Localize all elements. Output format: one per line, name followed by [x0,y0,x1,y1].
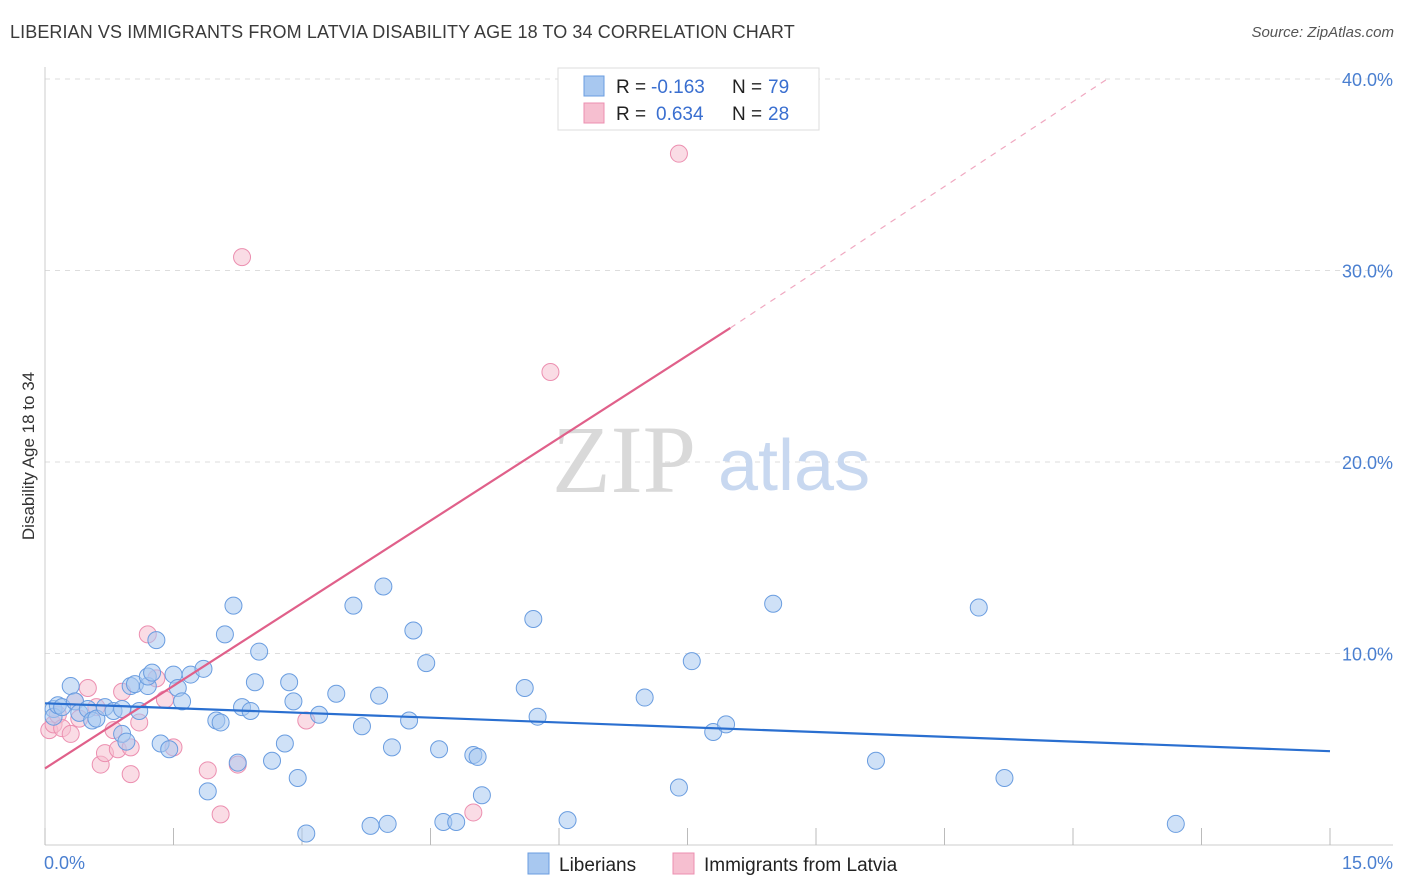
point-liberians [430,740,449,759]
trend-line-latvia [44,327,731,770]
x-tick-label-max: 15.0% [1342,853,1393,873]
point-liberians [198,782,217,801]
point-liberians [297,824,316,843]
point-liberians [245,673,264,692]
point-liberians [117,732,136,751]
legend-swatch-liberians [583,75,605,97]
trend-line-latvia-extension [730,78,1108,329]
chart-title: LIBERIAN VS IMMIGRANTS FROM LATVIA DISAB… [10,22,795,42]
point-liberians [327,684,346,703]
point-latvia [464,803,483,822]
point-liberians [417,654,436,673]
correlation-legend: R = -0.163 N = 79 R = 0.634 N = 28 [557,67,820,131]
point-liberians [284,692,303,711]
legend-n-label-2: N = [732,104,762,125]
series-liberians-points [44,577,1185,843]
y-tick-label-40: 40.0% [1342,70,1393,90]
point-liberians [211,713,230,732]
point-liberians [468,747,487,766]
point-liberians [524,610,543,629]
point-liberians [275,734,294,753]
point-liberians [61,677,80,696]
point-liberians [635,688,654,707]
point-liberians [969,598,988,617]
y-tick-labels: 10.0% 20.0% 30.0% 40.0% [1342,70,1393,665]
point-liberians [224,596,243,615]
legend-bottom-swatch-latvia [672,852,695,875]
point-liberians [447,813,466,832]
point-liberians [288,768,307,787]
point-liberians [717,715,736,734]
point-liberians [866,751,885,770]
point-liberians [215,625,234,644]
point-liberians [400,711,419,730]
point-liberians [682,652,701,671]
legend-r-label-2: R = [616,104,646,125]
legend-r-label-1: R = [616,77,646,98]
trend-line-liberians [44,702,1331,753]
point-liberians [361,816,380,835]
point-liberians [160,740,179,759]
point-liberians [280,673,299,692]
point-liberians [263,751,282,770]
point-latvia [78,678,97,697]
series-legend: Liberians Immigrants from Latvia [527,852,898,876]
point-liberians [147,631,166,650]
point-liberians [558,811,577,830]
legend-r-value-1: -0.163 [651,77,705,98]
point-liberians [374,577,393,596]
y-tick-label-30: 30.0% [1342,262,1393,282]
point-latvia [121,765,140,784]
point-liberians [404,621,423,640]
trend-lines [44,78,1331,770]
point-liberians [228,753,247,772]
legend-r-value-2: 0.634 [656,104,704,125]
point-liberians [173,692,192,711]
point-liberians [378,814,397,833]
legend-bottom-swatch-liberians [527,852,550,875]
legend-bottom-label-latvia: Immigrants from Latvia [704,855,898,876]
x-tick-label-min: 0.0% [44,853,85,873]
watermark-atlas: atlas [718,426,870,506]
point-liberians [370,686,389,705]
legend-swatch-latvia [583,102,605,124]
legend-n-value-1: 79 [768,77,789,98]
point-liberians [515,678,534,697]
point-liberians [250,642,269,661]
point-latvia [61,724,80,743]
point-liberians [344,596,363,615]
point-liberians [143,663,162,682]
point-liberians [669,778,688,797]
point-liberians [382,738,401,757]
point-liberians [995,768,1014,787]
point-latvia [233,248,252,267]
point-latvia [211,805,230,824]
point-liberians [472,786,491,805]
grid-lines [45,78,1393,654]
point-latvia [198,761,217,780]
watermark: ZIP atlas [552,406,870,513]
watermark-zip: ZIP [552,406,696,513]
y-tick-label-10: 10.0% [1342,645,1393,665]
point-latvia [541,362,560,381]
y-axis-label: Disability Age 18 to 34 [19,372,38,540]
legend-bottom-label-liberians: Liberians [559,855,636,876]
point-liberians [352,717,371,736]
y-tick-label-20: 20.0% [1342,453,1393,473]
x-tick-labels: 0.0% 15.0% [44,853,1393,873]
point-liberians [1166,814,1185,833]
source-credit: Source: ZipAtlas.com [1251,24,1394,41]
point-latvia [669,144,688,163]
point-liberians [764,594,783,613]
legend-n-value-2: 28 [768,104,789,125]
legend-n-label-1: N = [732,77,762,98]
